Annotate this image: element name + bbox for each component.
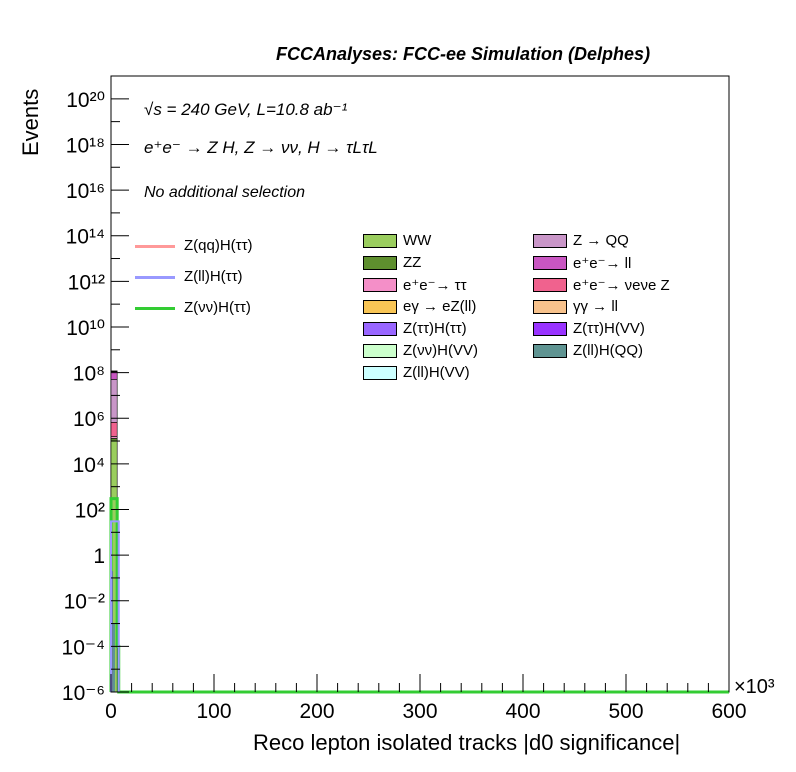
process-label: e⁺e⁻ → Z H, Z → νν, H → τLτL <box>144 138 378 157</box>
plot-header: FCCAnalyses: FCC-ee Simulation (Delphes) <box>276 44 651 64</box>
legend-label: Z(νν)H(ττ) <box>184 299 251 316</box>
legend-color-swatch <box>363 366 397 380</box>
y-tick-label-9: 10¹² <box>68 271 105 294</box>
legend-label: γγ → ll <box>573 298 618 315</box>
plot-frame <box>110 75 730 693</box>
y-axis-label: Events <box>18 88 43 156</box>
x-tick-label-1: 100 <box>196 700 231 723</box>
legend-label: e⁺e⁻→ ll <box>573 255 632 272</box>
y-tick-label-6: 10⁶ <box>73 408 105 431</box>
y-tick-label-3: 1 <box>93 545 105 568</box>
legend-label: WW <box>403 232 432 249</box>
legend-label: Z → QQ <box>573 232 629 249</box>
y-tick-label-4: 10² <box>75 499 105 522</box>
legend-color-swatch <box>533 344 567 358</box>
y-tick-label-11: 10¹⁶ <box>66 180 105 203</box>
y-tick-label-0: 10⁻⁶ <box>62 682 105 705</box>
x-tick-label-0: 0 <box>105 700 117 723</box>
y-tick-label-13: 10²⁰ <box>66 89 105 112</box>
stack-bar-7 <box>110 370 118 372</box>
energy-lumi-label: √s = 240 GeV, L=10.8 ab⁻¹ <box>144 100 348 119</box>
legend-label: Z(qq)H(ττ) <box>184 237 253 254</box>
legend-color-swatch <box>363 322 397 336</box>
legend-color-swatch <box>533 300 567 314</box>
x-tick-label-3: 300 <box>402 700 437 723</box>
y-tick-label-5: 10⁴ <box>73 454 105 477</box>
legend-color-swatch <box>363 234 397 248</box>
y-tick-label-12: 10¹⁸ <box>66 134 105 157</box>
stack-bar-4 <box>110 379 118 423</box>
legend-label: Z(ll)H(VV) <box>403 364 470 381</box>
legend-label: Z(ττ)H(VV) <box>573 320 645 337</box>
legend-color-swatch <box>533 278 567 292</box>
signal-lines <box>109 497 729 694</box>
legend-label: ZZ <box>403 254 422 271</box>
stack-bar-zll-hqq <box>113 623 115 692</box>
legend-line-swatch <box>135 307 175 310</box>
y-tick-label-1: 10⁻⁴ <box>62 636 105 659</box>
legend-line-swatch <box>135 276 175 279</box>
x-tick-label-5: 500 <box>608 700 643 723</box>
legend-label: Z(ττ)H(ττ) <box>403 320 467 337</box>
x-axis-label: Reco lepton isolated tracks |d0 signific… <box>253 730 681 755</box>
x-tick-label-6: 600 <box>711 700 746 723</box>
x-tick-label-4: 400 <box>505 700 540 723</box>
legend-label: e⁺e⁻→ νeνe Z <box>573 277 670 294</box>
legend-label: e⁺e⁻→ ττ <box>403 277 467 294</box>
signal-line-znunu-htautau <box>109 497 729 694</box>
legend-line-swatch <box>135 245 175 248</box>
y-tick-label-8: 10¹⁰ <box>66 317 105 340</box>
y-tick-label-10: 10¹⁴ <box>66 226 105 249</box>
legend-label: Z(νν)H(VV) <box>403 342 478 359</box>
legend-color-swatch <box>533 234 567 248</box>
plot-frame-border <box>110 75 730 693</box>
legend-color-swatch <box>363 300 397 314</box>
y-tick-label-7: 10⁸ <box>73 363 105 386</box>
stack-bar-2 <box>110 436 118 439</box>
axis-ticks: 0 100 200 300 400 500 600 10⁻⁶ 10⁻⁴ 10⁻² 1 10² 10⁴ 10… <box>62 75 747 723</box>
legend-color-swatch <box>533 322 567 336</box>
legend-color-swatch <box>533 256 567 270</box>
legend-label: Z(ll)H(QQ) <box>573 342 643 359</box>
signal-line-zll-htautau <box>110 520 120 692</box>
legend-label: eγ → eZ(ll) <box>403 298 477 315</box>
y-tick-label-2: 10⁻² <box>64 591 105 614</box>
x-tick-label-2: 200 <box>299 700 334 723</box>
legend-label: Z(ll)H(ττ) <box>184 268 243 285</box>
legend-color-swatch <box>363 256 397 270</box>
legend-color-swatch <box>363 344 397 358</box>
selection-label: No additional selection <box>144 184 305 201</box>
x-axis-multiplier: ×10³ <box>734 676 775 698</box>
legend-color-swatch <box>363 278 397 292</box>
stack-bar-3 <box>110 422 118 437</box>
